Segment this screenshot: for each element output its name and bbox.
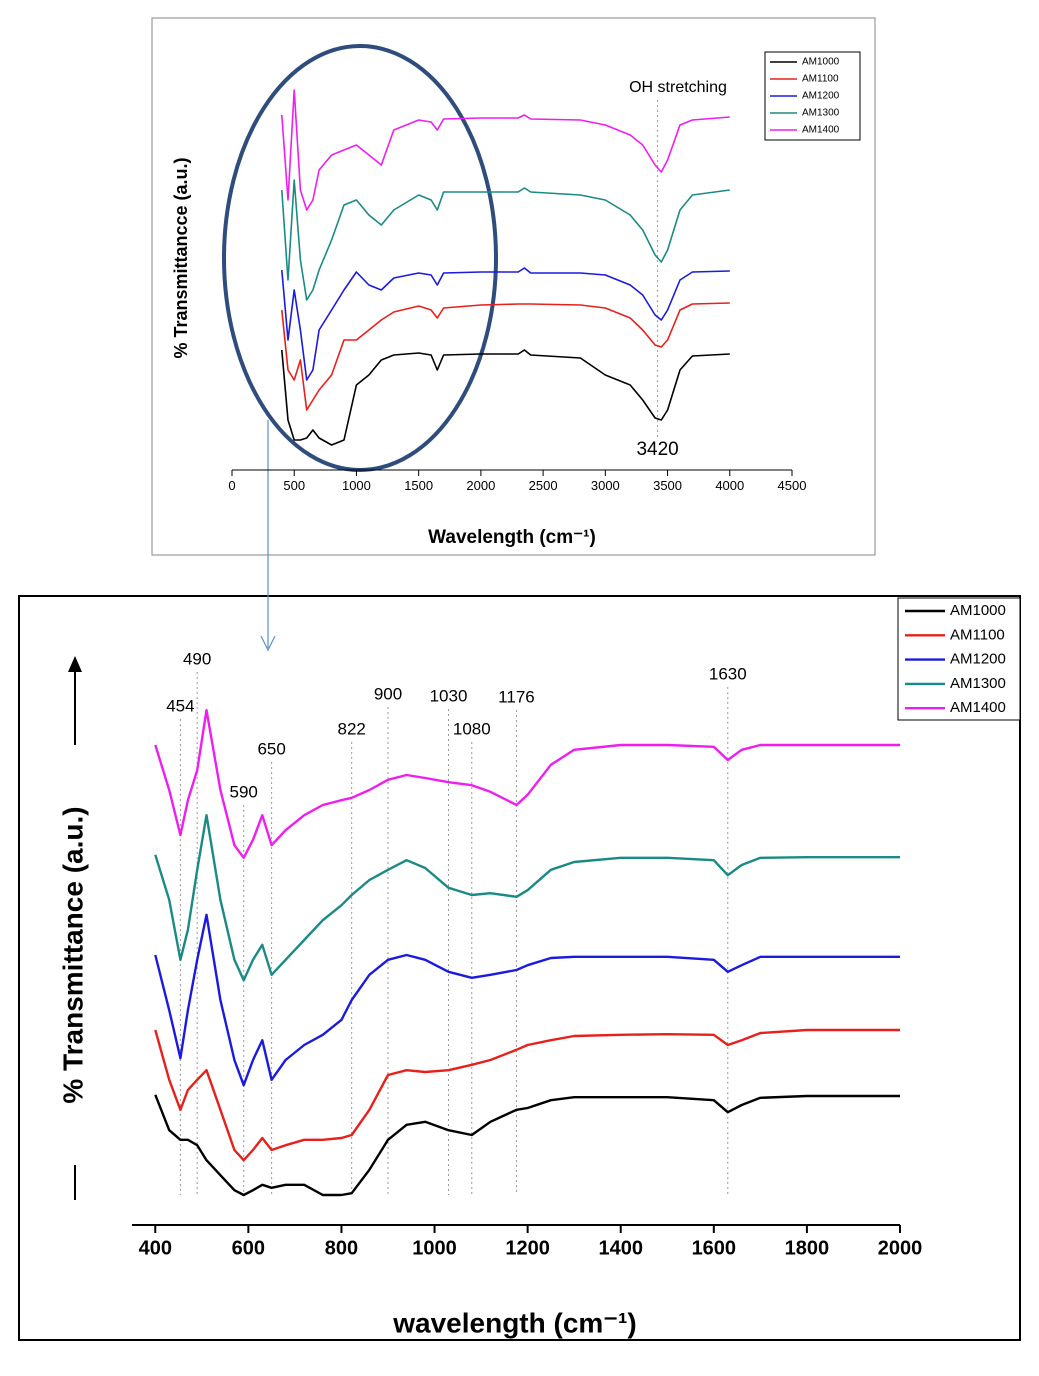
x-tick-label: 4000 — [715, 478, 744, 493]
legend-label: AM1300 — [950, 675, 1006, 692]
legend-label: AM1400 — [950, 699, 1006, 716]
x-tick-label: 2000 — [466, 478, 495, 493]
x-axis-label: wavelength (cm⁻¹) — [392, 1307, 636, 1338]
legend-label: AM1000 — [950, 602, 1006, 619]
annotation: OH stretching — [629, 79, 727, 96]
x-tick-label: 800 — [325, 1237, 358, 1259]
reference-label: 1030 — [430, 686, 468, 705]
series-line — [154, 709, 900, 859]
reference-label: 454 — [166, 696, 194, 715]
reference-label: 1080 — [453, 719, 491, 738]
x-tick-label: 2000 — [878, 1237, 923, 1259]
reference-label: 1176 — [498, 687, 535, 706]
reference-label: 822 — [338, 719, 366, 738]
bottom-frame — [18, 595, 1021, 1341]
x-tick-label: 1000 — [412, 1237, 457, 1259]
legend-label: AM1400 — [802, 125, 840, 136]
legend-label: AM1100 — [950, 626, 1005, 643]
series-line — [281, 349, 730, 446]
x-tick-label: 3500 — [653, 478, 682, 493]
x-tick-label: 1000 — [342, 478, 371, 493]
reference-label: 650 — [257, 739, 285, 758]
legend-label: AM1200 — [950, 651, 1006, 668]
y-axis-label: % Transmittance (a.u.) — [57, 806, 88, 1103]
series-line — [154, 1028, 900, 1162]
series-line — [281, 89, 730, 211]
x-tick-label: 4500 — [778, 478, 807, 493]
y-axis-label: % Transmittancce (a.u.) — [171, 157, 191, 358]
legend-label: AM1200 — [802, 91, 840, 102]
reference-label: 3420 — [636, 439, 678, 460]
series-line — [281, 179, 730, 301]
highlight-ellipse — [222, 44, 498, 472]
top-frame — [151, 17, 876, 556]
x-tick-label: 1500 — [404, 478, 433, 493]
x-tick-label: 600 — [232, 1237, 265, 1259]
reference-label: 590 — [230, 782, 258, 801]
x-tick-label: 1400 — [598, 1237, 643, 1259]
legend-label: AM1000 — [802, 57, 840, 68]
x-axis-label: Wavelength (cm⁻¹) — [428, 527, 596, 548]
x-tick-label: 2500 — [529, 478, 558, 493]
x-tick-label: 3000 — [591, 478, 620, 493]
legend-label: AM1100 — [802, 74, 839, 85]
reference-label: 900 — [374, 684, 402, 703]
zoom-arrowhead — [260, 635, 276, 652]
reference-label: 1630 — [709, 664, 747, 683]
series-line — [281, 302, 730, 411]
series-line — [281, 267, 730, 381]
x-tick-label: 400 — [139, 1237, 172, 1259]
x-tick-label: 500 — [283, 478, 305, 493]
series-line — [154, 1094, 900, 1197]
reference-label: 490 — [183, 649, 211, 668]
x-tick-label: 0 — [228, 478, 235, 493]
ylabel-arrowhead — [68, 656, 82, 672]
legend-label: AM1300 — [802, 108, 840, 119]
x-tick-label: 1200 — [505, 1237, 550, 1259]
series-line — [154, 913, 900, 1087]
series-line — [154, 814, 900, 982]
x-tick-label: 1800 — [785, 1237, 830, 1259]
x-tick-label: 1600 — [692, 1237, 737, 1259]
